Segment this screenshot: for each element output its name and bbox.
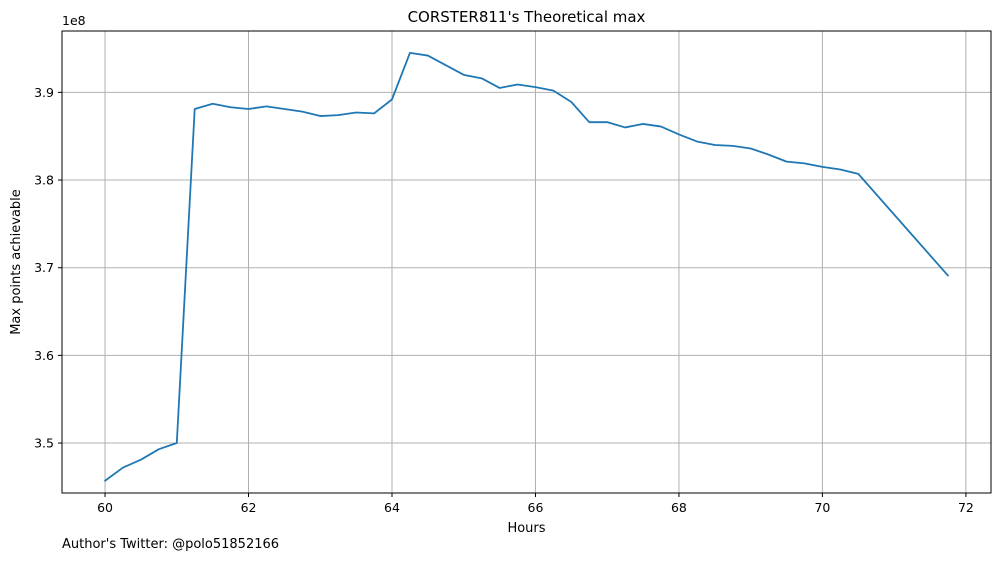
y-tick-label: 3.6 [34, 348, 54, 363]
ticks: 60 62 64 66 68 70 72 3.5 3.6 3.7 3.8 3.9 [34, 85, 974, 515]
x-tick-label: 64 [384, 500, 400, 515]
x-tick-label: 68 [671, 500, 687, 515]
author-footnote: Author's Twitter: @polo51852166 [62, 537, 280, 552]
x-tick-label: 72 [958, 500, 974, 515]
grid [62, 31, 991, 493]
x-tick-label: 70 [814, 500, 830, 515]
x-tick-label: 62 [241, 500, 257, 515]
plot-frame [61, 30, 992, 494]
x-tick-label: 66 [528, 500, 544, 515]
series-layer [104, 52, 949, 482]
series-line [104, 52, 949, 482]
y-tick-label: 3.9 [34, 85, 54, 100]
chart-title: CORSTER811's Theoretical max [408, 8, 646, 26]
y-tick-label: 3.8 [34, 173, 54, 188]
x-tick-label: 60 [97, 500, 113, 515]
y-axis-offset-label: 1e8 [62, 13, 86, 28]
y-axis-label: Max points achievable [9, 189, 24, 335]
x-axis-label: Hours [507, 521, 545, 536]
y-tick-label: 3.7 [34, 260, 54, 275]
y-tick-label: 3.5 [34, 436, 54, 451]
